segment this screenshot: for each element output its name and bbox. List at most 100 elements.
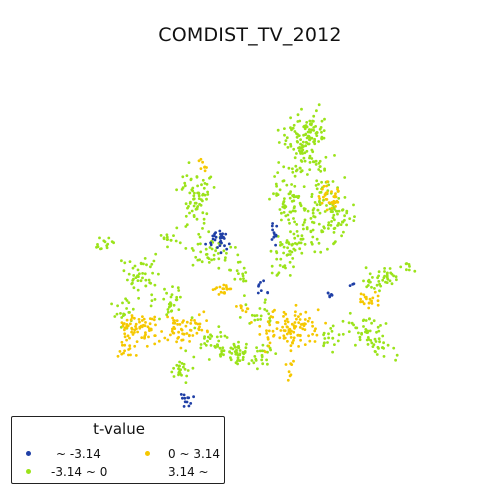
map-point: [196, 191, 200, 195]
map-point: [153, 334, 157, 337]
map-point: [144, 278, 148, 282]
map-point: [183, 396, 187, 400]
map-point: [215, 343, 219, 346]
map-point: [281, 265, 285, 269]
map-point: [272, 231, 276, 235]
map-point: [295, 132, 298, 135]
map-point: [190, 247, 194, 250]
map-point: [289, 230, 292, 234]
map-point: [237, 272, 240, 275]
map-point: [335, 209, 338, 213]
map-point: [275, 257, 279, 261]
map-point: [236, 253, 240, 257]
map-point: [304, 140, 308, 144]
map-point: [320, 230, 324, 234]
map-point: [256, 291, 260, 295]
map-point: [266, 320, 270, 323]
map-point: [165, 233, 169, 237]
map-point: [229, 245, 233, 249]
map-point: [405, 268, 408, 272]
map-point: [244, 271, 248, 274]
map-point: [306, 173, 309, 176]
map-point: [213, 344, 217, 348]
map-point: [335, 199, 339, 203]
map-point: [358, 335, 362, 339]
map-point: [381, 278, 385, 282]
map-point: [153, 298, 157, 301]
map-point: [178, 323, 182, 326]
map-point: [332, 195, 336, 199]
map-point: [166, 245, 169, 249]
map-point: [201, 211, 205, 215]
map-point: [394, 275, 398, 279]
map-point: [122, 312, 125, 316]
map-point: [319, 250, 323, 254]
map-point: [126, 353, 130, 357]
map-point: [197, 159, 201, 163]
map-point: [407, 268, 411, 272]
map-point: [283, 329, 287, 333]
map-point: [289, 336, 293, 339]
map-point: [291, 170, 295, 174]
map-point: [315, 333, 319, 337]
map-point: [240, 304, 243, 308]
map-point: [291, 341, 294, 344]
map-point: [299, 323, 303, 326]
map-point: [301, 148, 305, 152]
map-point: [275, 224, 279, 228]
map-point: [370, 302, 374, 305]
map-point: [125, 338, 128, 342]
map-point: [333, 226, 337, 230]
map-point: [193, 319, 196, 322]
map-point: [177, 364, 181, 368]
map-point: [171, 285, 174, 288]
map-point: [217, 325, 221, 328]
map-point: [326, 341, 329, 344]
map-point: [205, 212, 209, 216]
map-point: [157, 272, 160, 276]
map-point: [277, 141, 281, 144]
map-point: [374, 340, 378, 343]
map-point: [381, 334, 385, 338]
map-point: [236, 260, 240, 264]
map-point: [303, 159, 307, 163]
map-point: [123, 328, 126, 332]
map-point: [237, 340, 240, 344]
map-point: [407, 263, 411, 266]
map-point: [299, 170, 303, 174]
map-point: [244, 346, 248, 350]
map-point: [287, 192, 291, 196]
map-point: [241, 355, 245, 359]
map-point: [354, 343, 357, 347]
map-point: [379, 324, 382, 327]
map-point: [302, 185, 306, 189]
map-point: [375, 330, 378, 334]
map-point: [285, 241, 288, 244]
map-point: [197, 328, 201, 331]
map-point: [336, 224, 339, 227]
map-point: [361, 300, 364, 304]
map-point: [250, 359, 254, 362]
map-point: [290, 329, 293, 333]
map-point: [129, 322, 132, 326]
map-point: [404, 262, 408, 266]
map-point: [270, 271, 274, 275]
map-point: [209, 243, 213, 247]
map-point: [308, 339, 312, 343]
map-point: [317, 182, 320, 186]
map-point: [190, 209, 194, 213]
map-point: [149, 265, 152, 269]
map-point: [315, 109, 318, 113]
map-point: [199, 242, 202, 246]
map-point: [201, 227, 204, 230]
map-point: [322, 225, 326, 229]
map-point: [135, 340, 139, 343]
map-point: [235, 269, 239, 273]
map-point: [187, 404, 191, 408]
map-point: [143, 272, 147, 276]
map-point: [325, 198, 329, 201]
map-point: [287, 218, 290, 222]
map-point: [131, 333, 135, 336]
map-point: [272, 235, 276, 239]
map-point: [315, 134, 319, 138]
